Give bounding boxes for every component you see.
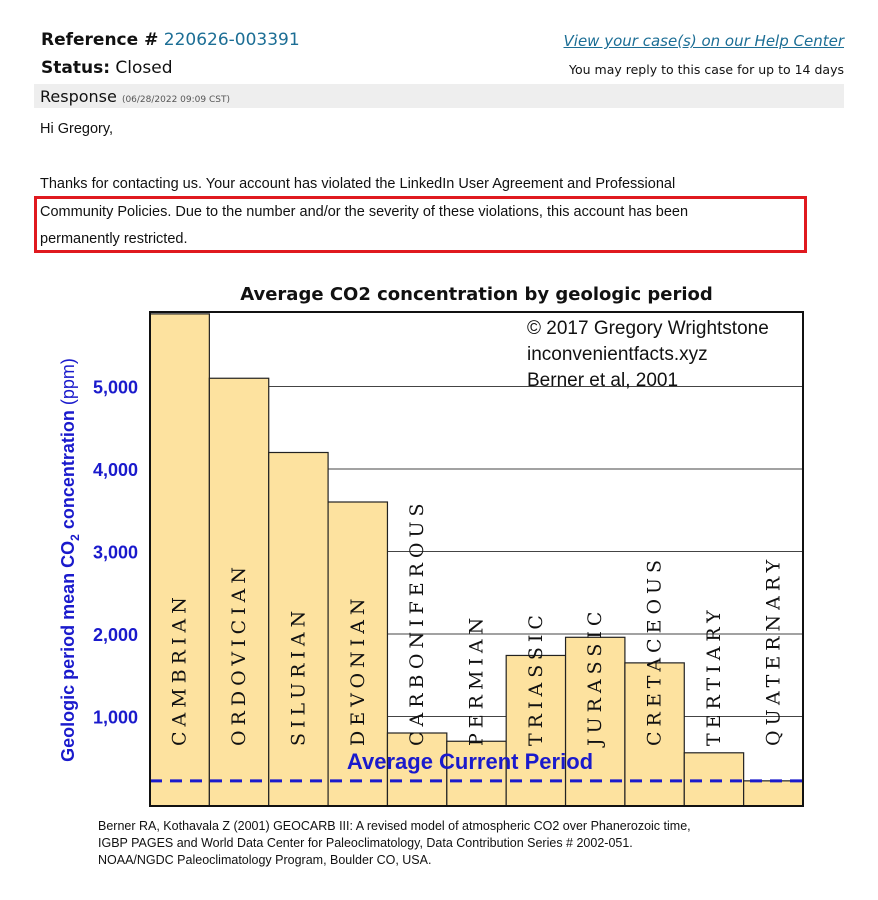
highlight-box <box>34 196 807 253</box>
category-label: TERTIARY <box>703 605 725 746</box>
status-label: Status: <box>41 58 110 78</box>
chart-layer: Average CO2 concentration by geologic pe… <box>58 284 804 867</box>
category-label: SILURIAN <box>287 606 309 746</box>
plot-frame <box>149 311 804 807</box>
chart-annotation: © 2017 Gregory Wrightstone <box>527 318 769 339</box>
bar-devonian <box>327 501 389 807</box>
chart-annotation: inconvenientfacts.xyz <box>527 344 708 365</box>
category-label: ORDOVICIAN <box>228 562 250 746</box>
reference-label: Reference # <box>41 30 159 50</box>
reference-line-label: Average Current Period <box>347 749 593 774</box>
bar-carboniferous <box>386 732 448 807</box>
category-label: CRETACEOUS <box>644 555 666 746</box>
category-label: CAMBRIAN <box>169 592 191 746</box>
co2-chart: Average CO2 concentration by geologic pe… <box>58 284 804 867</box>
y-tick-label: 1,000 <box>93 708 138 728</box>
chart-source: IGBP PAGES and World Data Center for Pal… <box>98 836 633 850</box>
y-tick-label: 4,000 <box>93 460 138 480</box>
category-label: TRIASSIC <box>525 610 547 746</box>
chart-source: NOAA/NGDC Paleoclimatology Program, Boul… <box>98 853 431 867</box>
status-value: Closed <box>115 58 173 78</box>
reference-number[interactable]: 220626-003391 <box>163 30 300 50</box>
category-label: PERMIAN <box>466 613 488 746</box>
chart-source: Berner RA, Kothavala Z (2001) GEOCARB II… <box>98 819 691 833</box>
response-header: Response (06/28/2022 09:09 CST) <box>34 84 844 108</box>
category-label: CARBONIFEROUS <box>406 498 428 746</box>
greeting: Hi Gregory, <box>40 121 114 137</box>
response-label-wrap: Response (06/28/2022 09:09 CST) <box>40 87 230 106</box>
message-line-3: permanently restricted. <box>40 231 188 247</box>
chart-annotation: Berner et al, 2001 <box>527 370 678 391</box>
category-label: DEVONIAN <box>347 593 369 746</box>
bar-cambrian <box>149 313 210 807</box>
status-line: Status: Closed <box>41 58 173 78</box>
chart-title: Average CO2 concentration by geologic pe… <box>240 284 713 305</box>
bar-quaternary <box>743 780 804 807</box>
y-tick-label: 5,000 <box>93 378 138 398</box>
response-timestamp: (06/28/2022 09:09 CST) <box>121 95 230 105</box>
category-label: JURASSIC <box>584 607 606 748</box>
view-cases-link[interactable]: View your case(s) on our Help Center <box>563 32 844 50</box>
y-axis-label: Geologic period mean CO2 concentration (… <box>58 358 82 762</box>
message-line-2: Community Policies. Due to the number an… <box>40 204 689 220</box>
category-label: QUATERNARY <box>762 555 784 746</box>
reference-line: Reference # 220626-003391 <box>41 30 300 50</box>
y-tick-label: 2,000 <box>93 625 138 645</box>
bar-silurian <box>268 451 329 807</box>
y-tick-label: 3,000 <box>93 543 138 563</box>
reply-note: You may reply to this case for up to 14 … <box>569 62 844 77</box>
response-label: Response <box>40 87 117 106</box>
message-line-1: Thanks for contacting us. Your account h… <box>40 176 676 192</box>
bar-ordovician <box>208 377 270 807</box>
